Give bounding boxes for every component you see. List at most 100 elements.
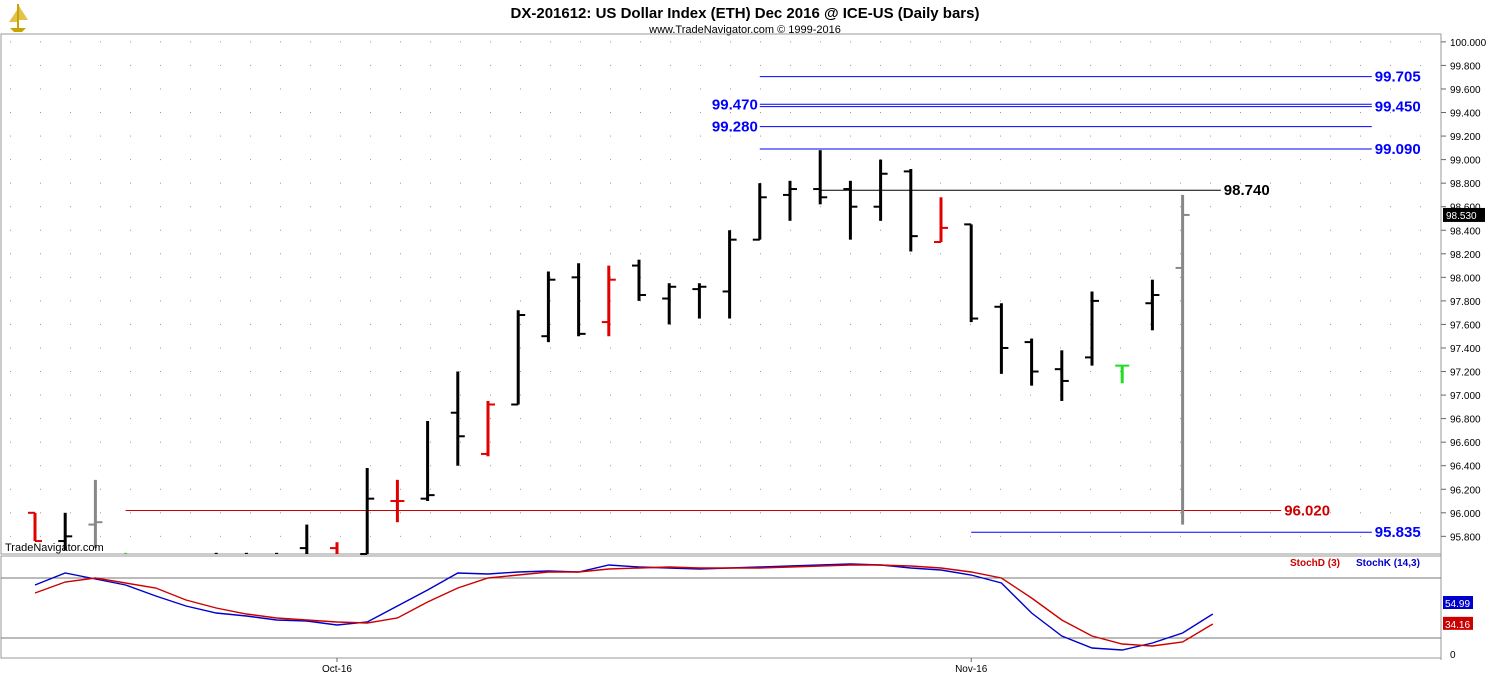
grid-dot — [520, 276, 521, 278]
grid-dot — [820, 88, 821, 90]
grid-dot — [640, 88, 641, 90]
grid-dot — [820, 64, 821, 66]
grid-dot — [190, 371, 191, 373]
grid-dot — [910, 135, 911, 137]
grid-dot — [1270, 253, 1271, 255]
grid-dot — [160, 253, 161, 255]
grid-dot — [430, 182, 431, 184]
grid-dot — [430, 535, 431, 537]
grid-dot — [1150, 135, 1151, 137]
grid-dot — [790, 135, 791, 137]
grid-dot — [1150, 64, 1151, 66]
grid-dot — [880, 253, 881, 255]
grid-dot — [1030, 441, 1031, 443]
ohlc-bar — [994, 303, 1009, 374]
grid-dot — [430, 206, 431, 208]
grid-dot — [580, 323, 581, 325]
grid-dot — [400, 488, 401, 490]
grid-dot — [1120, 300, 1121, 302]
grid-dot — [460, 182, 461, 184]
grid-dot — [970, 371, 971, 373]
grid-dot — [370, 394, 371, 396]
grid-dot — [460, 394, 461, 396]
ohlc-bar — [330, 542, 339, 554]
grid-dot — [1210, 418, 1211, 420]
grid-dot — [1300, 371, 1301, 373]
grid-dot — [640, 159, 641, 161]
y-tick-label: 99.600 — [1450, 85, 1481, 96]
grid-dot — [910, 41, 911, 43]
legend-entry: StochD (3) — [1290, 558, 1340, 569]
grid-dot — [700, 465, 701, 467]
grid-dot — [40, 229, 41, 231]
grid-dot — [850, 253, 851, 255]
grid-dot — [550, 159, 551, 161]
y-tick-label: 99.000 — [1450, 156, 1481, 167]
grid-dot — [760, 88, 761, 90]
grid-dot — [340, 347, 341, 349]
grid-dot — [40, 441, 41, 443]
grid-dot — [70, 394, 71, 396]
grid-dot — [1360, 512, 1361, 514]
grid-dot — [190, 300, 191, 302]
ohlc-bar — [1085, 291, 1099, 366]
grid-dot — [550, 441, 551, 443]
grid-dot — [160, 488, 161, 490]
grid-dot — [1240, 488, 1241, 490]
grid-dot — [610, 64, 611, 66]
grid-dot — [550, 135, 551, 137]
grid-dot — [220, 135, 221, 137]
grid-dot — [370, 418, 371, 420]
grid-dot — [970, 488, 971, 490]
grid-dot — [370, 465, 371, 467]
grid-dot — [760, 394, 761, 396]
grid-dot — [1270, 488, 1271, 490]
grid-dot — [1060, 300, 1061, 302]
grid-dot — [700, 535, 701, 537]
grid-dot — [490, 394, 491, 396]
grid-dot — [10, 535, 11, 537]
grid-dot — [1240, 394, 1241, 396]
x-tick-label: Oct-16 — [322, 664, 352, 675]
grid-dot — [670, 88, 671, 90]
grid-dot — [940, 88, 941, 90]
grid-dot — [580, 206, 581, 208]
grid-dot — [760, 64, 761, 66]
grid-dot — [190, 253, 191, 255]
grid-dot — [460, 135, 461, 137]
grid-dot — [1270, 229, 1271, 231]
grid-dot — [1240, 159, 1241, 161]
grid-dot — [1060, 159, 1061, 161]
grid-dot — [1420, 323, 1421, 325]
grid-dot — [610, 323, 611, 325]
grid-dot — [880, 465, 881, 467]
grid-dot — [1030, 418, 1031, 420]
grid-dot — [460, 441, 461, 443]
price-bars — [28, 150, 1190, 555]
grid-dot — [40, 64, 41, 66]
grid-dot — [1210, 88, 1211, 90]
grid-dot — [880, 441, 881, 443]
grid-dot — [1390, 300, 1391, 302]
grid-dot — [550, 371, 551, 373]
grid-dot — [1420, 253, 1421, 255]
grid-dot — [700, 112, 701, 114]
grid-dot — [580, 441, 581, 443]
grid-dot — [730, 88, 731, 90]
grid-dot — [340, 253, 341, 255]
grid-dot — [460, 88, 461, 90]
grid-dot — [1300, 323, 1301, 325]
grid-dot — [130, 206, 131, 208]
grid-dot — [1300, 441, 1301, 443]
grid-dot — [1330, 112, 1331, 114]
grid-dot — [130, 418, 131, 420]
grid-dot — [220, 418, 221, 420]
grid-dot — [1420, 159, 1421, 161]
grid-dot — [1390, 488, 1391, 490]
grid-dot — [1000, 229, 1001, 231]
grid-dot — [1180, 229, 1181, 231]
grid-dot — [310, 465, 311, 467]
grid-dot — [310, 64, 311, 66]
grid-dot — [820, 276, 821, 278]
grid-dot — [160, 88, 161, 90]
